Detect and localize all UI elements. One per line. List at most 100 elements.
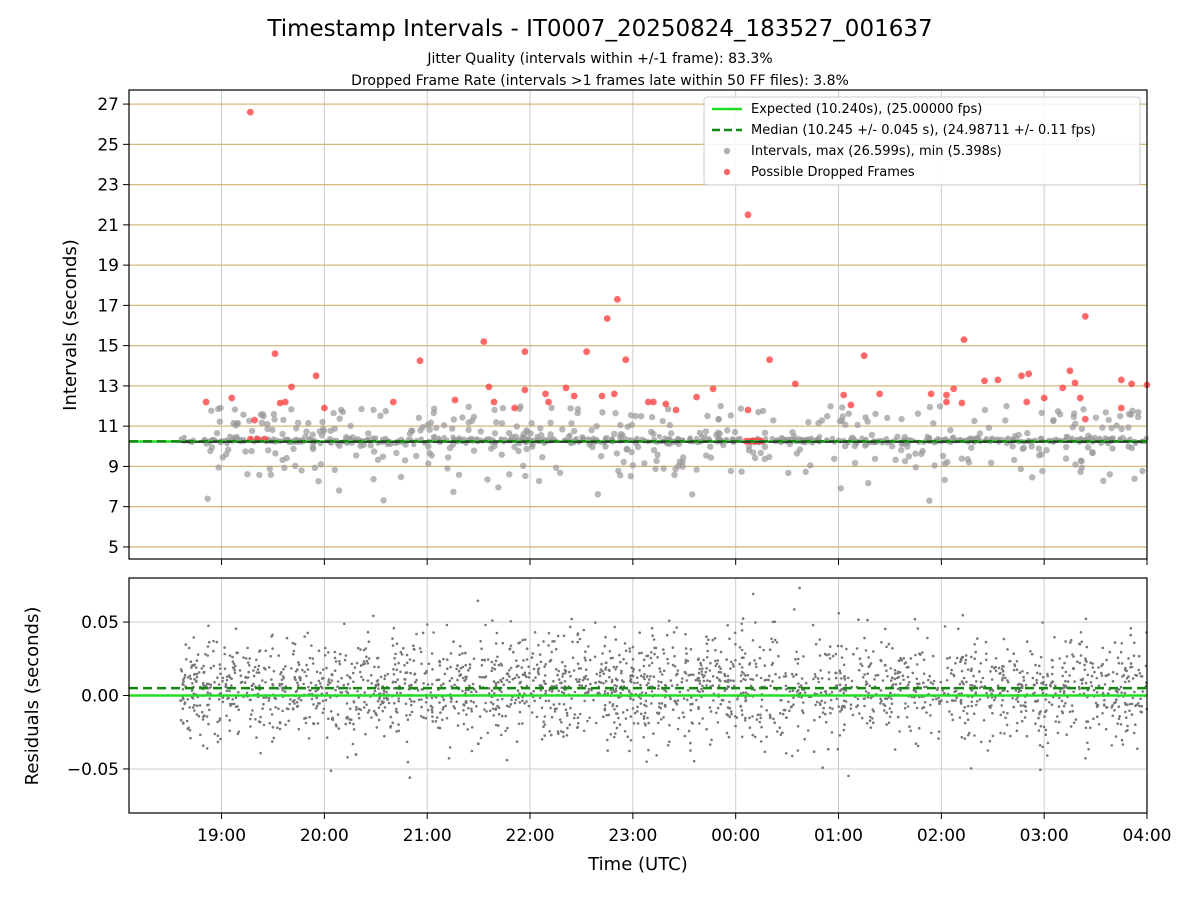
- residual-point: [698, 682, 702, 685]
- residual-point: [644, 699, 648, 703]
- residual-point: [335, 724, 338, 728]
- residual-point: [922, 672, 926, 676]
- residual-point: [840, 677, 843, 680]
- residual-point: [383, 674, 387, 677]
- residual-point: [405, 661, 409, 664]
- interval-point: [311, 464, 319, 471]
- residual-point: [952, 674, 956, 678]
- interval-point: [613, 450, 621, 457]
- residual-point: [1056, 731, 1060, 735]
- residual-point: [941, 689, 944, 692]
- residual-point: [596, 692, 599, 695]
- residual-point: [383, 677, 387, 681]
- residual-point: [836, 748, 840, 751]
- residual-point: [643, 672, 646, 676]
- interval-point: [1072, 461, 1079, 468]
- residual-point: [472, 657, 476, 660]
- residual-point: [758, 645, 762, 649]
- interval-point: [309, 443, 316, 451]
- residual-point: [917, 726, 921, 730]
- interval-point: [397, 473, 405, 481]
- residual-point: [1087, 748, 1090, 751]
- residual-point: [517, 722, 521, 726]
- residual-point: [277, 654, 281, 657]
- residual-point: [333, 656, 337, 660]
- residual-point: [556, 673, 559, 677]
- residual-point: [207, 624, 210, 628]
- residuals-y-axis-label: Residuals (seconds): [22, 607, 43, 786]
- residual-point: [1132, 654, 1136, 657]
- residual-point: [1101, 662, 1104, 666]
- residual-point: [784, 672, 787, 675]
- legend-dropped-label: Possible Dropped Frames: [751, 165, 915, 180]
- residual-point: [201, 718, 205, 721]
- residual-point: [296, 668, 299, 671]
- residual-point: [755, 674, 759, 677]
- residual-point: [244, 675, 247, 679]
- interval-point: [1069, 424, 1077, 431]
- residual-point: [974, 650, 977, 654]
- residual-point: [658, 705, 661, 709]
- residual-point: [670, 684, 674, 687]
- interval-point: [751, 454, 759, 462]
- residual-point: [626, 735, 630, 738]
- residual-point: [419, 650, 423, 654]
- residual-point: [221, 679, 224, 683]
- residual-point: [972, 674, 975, 678]
- residual-point: [788, 709, 791, 713]
- residual-point: [682, 697, 686, 700]
- residual-point: [628, 650, 632, 653]
- residual-point: [307, 737, 311, 740]
- residual-point: [697, 671, 701, 675]
- dropped-frame-point: [521, 386, 529, 394]
- interval-point: [518, 434, 526, 442]
- residual-point: [899, 656, 902, 660]
- residual-point: [851, 713, 855, 717]
- residual-point: [1111, 714, 1114, 718]
- residual-point: [359, 708, 363, 712]
- residual-point: [311, 662, 315, 665]
- residual-point: [512, 650, 515, 654]
- residual-point: [322, 707, 326, 711]
- residual-point: [774, 672, 777, 676]
- residual-point: [560, 686, 563, 689]
- residual-point: [200, 710, 204, 714]
- residual-point: [327, 651, 330, 654]
- residual-point: [186, 698, 190, 701]
- residual-point: [636, 681, 639, 685]
- residual-point: [568, 625, 572, 629]
- residual-point: [734, 724, 737, 728]
- residual-point: [1013, 663, 1016, 666]
- residual-point: [249, 725, 252, 728]
- residual-point: [412, 644, 415, 647]
- residual-point: [629, 697, 632, 701]
- residual-point: [547, 631, 551, 635]
- residual-point: [315, 670, 319, 674]
- residual-point: [1065, 655, 1069, 658]
- residual-point: [773, 721, 776, 724]
- residual-point: [869, 726, 873, 729]
- interval-point: [1009, 443, 1016, 450]
- residual-point: [686, 698, 689, 702]
- residual-point: [552, 679, 555, 683]
- interval-point: [1125, 424, 1132, 431]
- residual-point: [1035, 671, 1039, 675]
- residual-point: [612, 665, 616, 669]
- intervals-y-tick-label: 23: [97, 176, 119, 196]
- residual-point: [705, 635, 708, 638]
- residual-point: [1016, 683, 1020, 686]
- dropped-frame-point: [1081, 313, 1089, 320]
- residual-point: [225, 714, 228, 718]
- residual-point: [705, 642, 709, 646]
- residual-point: [1108, 650, 1112, 654]
- residual-point: [432, 631, 435, 634]
- residual-point: [885, 723, 888, 726]
- residual-point: [893, 677, 896, 681]
- intervals-x-ticks: [221, 559, 1148, 565]
- residual-point: [1069, 638, 1073, 642]
- interval-point: [302, 433, 309, 441]
- residual-point: [356, 690, 359, 693]
- residual-point: [930, 731, 933, 735]
- residual-point: [1072, 666, 1075, 670]
- residual-point: [573, 690, 577, 694]
